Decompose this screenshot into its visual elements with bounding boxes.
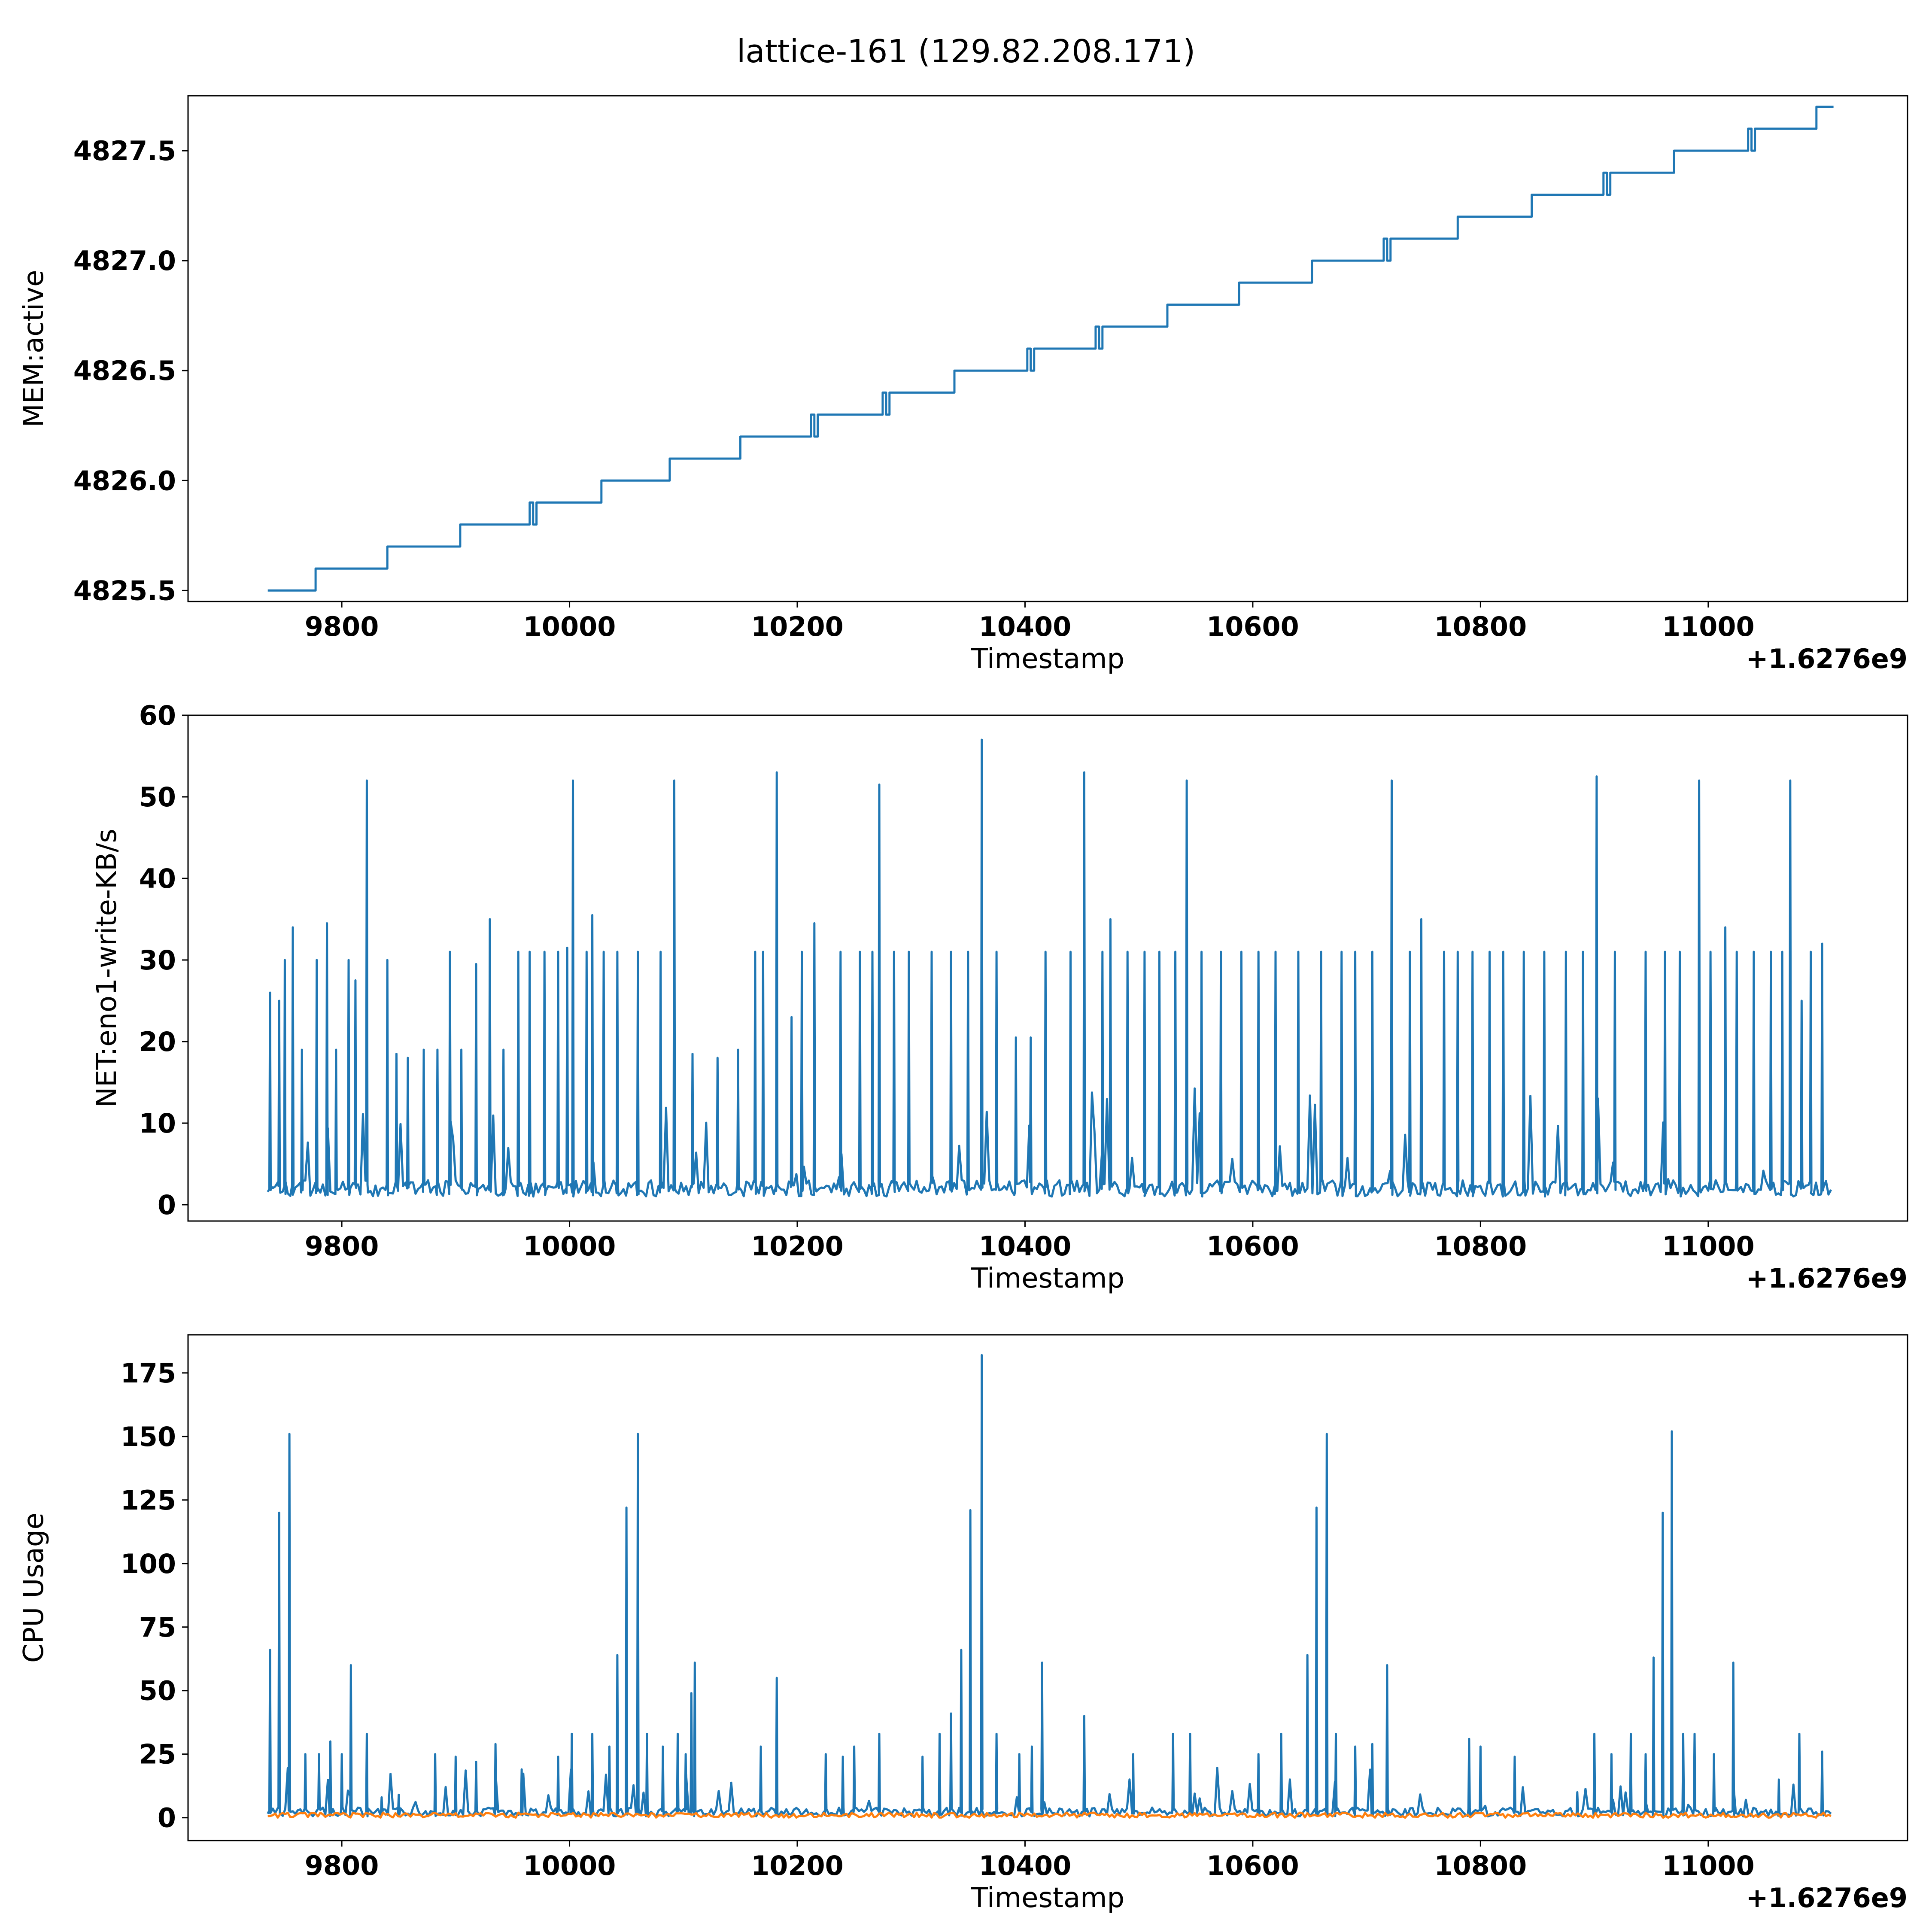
- x-tick-label: 10000: [523, 611, 616, 642]
- y-tick-label: 30: [139, 945, 176, 976]
- series-line-1: [267, 1354, 1832, 1818]
- x-tick-label: 10400: [979, 611, 1072, 642]
- y-tick-label: 150: [121, 1421, 176, 1452]
- y-tick-label: 50: [139, 1675, 176, 1707]
- y-axis-label: MEM:active: [18, 270, 50, 428]
- y-tick-label: 10: [139, 1108, 176, 1139]
- series-line-1: [267, 738, 1832, 1198]
- x-axis-label: Timestamp: [971, 1882, 1124, 1914]
- plot-frame: [187, 714, 1908, 1222]
- x-tick-label: 9800: [305, 611, 379, 642]
- y-tick-label: 0: [158, 1189, 176, 1221]
- x-tick-label: 10800: [1434, 1230, 1527, 1262]
- y-tick-label: 50: [139, 781, 176, 813]
- panels: 9800 10000 10200 10400 10600 10800 110004825.5…: [18, 95, 1908, 1914]
- y-tick-label: 4826.0: [73, 465, 176, 496]
- x-tick-label: 10800: [1434, 611, 1527, 642]
- x-tick-label: 10000: [523, 1230, 616, 1262]
- x-offset-label: +1.6276e9: [1746, 643, 1908, 674]
- x-tick-label: 10400: [979, 1230, 1072, 1262]
- x-tick-label: 10600: [1206, 611, 1299, 642]
- y-tick-label: 20: [139, 1026, 176, 1057]
- x-offset-label: +1.6276e9: [1746, 1882, 1908, 1914]
- y-tick-label: 125: [121, 1485, 176, 1516]
- x-tick-label: 10600: [1206, 1230, 1299, 1262]
- y-tick-label: 40: [139, 863, 176, 894]
- plot-frame: [187, 95, 1908, 602]
- x-axis-label: Timestamp: [971, 1263, 1124, 1294]
- plot-frame: [187, 1334, 1908, 1841]
- y-axis-label: NET:eno1-write-KB/s: [91, 829, 123, 1108]
- y-axis-label: CPU Usage: [18, 1513, 50, 1663]
- x-tick-label: 11000: [1662, 1230, 1755, 1262]
- chart-panel-2: 9800 10000 10200 10400 10600 10800 11000 0 10 20 3…: [91, 700, 1908, 1294]
- series-line-2: [267, 1811, 1832, 1819]
- x-tick-label: 9800: [305, 1850, 379, 1881]
- chart-panel-3: 9800 10000 10200 10400 10600 10800 11000 0 25 50 7…: [18, 1334, 1908, 1914]
- series-line-1: [267, 106, 1834, 592]
- x-tick-label: 10800: [1434, 1850, 1527, 1881]
- x-axis-label: Timestamp: [971, 643, 1124, 675]
- figure-title: lattice-161 (129.82.208.171): [737, 33, 1195, 70]
- x-tick-label: 10200: [751, 611, 844, 642]
- x-tick-label: 11000: [1662, 611, 1755, 642]
- x-tick-label: 10200: [751, 1230, 844, 1262]
- x-tick-label: 10000: [523, 1850, 616, 1881]
- y-tick-label: 60: [139, 700, 176, 731]
- x-tick-label: 9800: [305, 1230, 379, 1262]
- x-tick-label: 10600: [1206, 1850, 1299, 1881]
- y-tick-label: 4827.5: [73, 135, 176, 167]
- x-tick-label: 10200: [751, 1850, 844, 1881]
- y-tick-label: 75: [139, 1612, 176, 1643]
- y-tick-label: 4826.5: [73, 355, 176, 386]
- y-tick-label: 25: [139, 1739, 176, 1770]
- y-tick-label: 0: [158, 1802, 176, 1834]
- y-tick-label: 100: [121, 1548, 176, 1580]
- chart-panel-1: 9800 10000 10200 10400 10600 10800 11000 4825.5…: [18, 95, 1908, 675]
- x-tick-label: 11000: [1662, 1850, 1755, 1881]
- y-tick-label: 4827.0: [73, 245, 176, 276]
- y-tick-label: 4825.5: [73, 575, 176, 606]
- x-offset-label: +1.6276e9: [1746, 1263, 1908, 1294]
- x-tick-label: 10400: [979, 1850, 1072, 1881]
- y-tick-label: 175: [121, 1358, 176, 1389]
